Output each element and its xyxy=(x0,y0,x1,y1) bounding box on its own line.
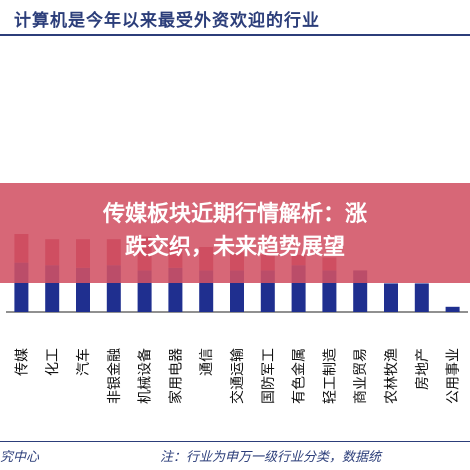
bar-bottom-14 xyxy=(445,306,460,312)
category-label-8: 国防军工 xyxy=(261,348,277,404)
category-label-13: 房地产 xyxy=(415,348,431,390)
page-title: 计算机是今年以来最受外资欢迎的行业 xyxy=(14,11,320,31)
category-label-0: 传媒 xyxy=(14,348,30,376)
headline-banner xyxy=(0,183,470,283)
footer-divider xyxy=(0,441,470,442)
bar-bottom-13 xyxy=(414,283,429,312)
category-label-11: 商业贸易 xyxy=(353,348,369,404)
classification-note: 注：行业为申万一级行业分类，数据统 xyxy=(160,450,382,465)
category-label-1: 化工 xyxy=(45,348,61,376)
headline-line-1: 传媒板块近期行情解析：涨 xyxy=(102,202,367,227)
category-label-12: 农林牧渔 xyxy=(384,348,400,404)
category-labels-group: 传媒 化工 汽车 非银金融 机械设备 家用电器 通信 交通运输 国防军工 有色金属 轻工制造 商业贸易… xyxy=(14,348,461,404)
title-divider xyxy=(0,34,470,36)
headline-line-2: 跌交织，未来趋势展望 xyxy=(124,235,345,260)
category-label-3: 非银金融 xyxy=(107,348,123,404)
category-label-4: 机械设备 xyxy=(137,348,154,404)
source-note: 究中心 xyxy=(0,450,40,465)
category-label-9: 有色金属 xyxy=(291,348,308,404)
category-label-5: 家用电器 xyxy=(167,348,184,404)
category-label-2: 汽车 xyxy=(75,348,92,376)
bar-bottom-12 xyxy=(384,283,398,312)
category-label-14: 公用事业 xyxy=(446,348,462,404)
headline-text[interactable]: 传媒板块近期行情解析：涨 跌交织，未来趋势展望 xyxy=(28,198,442,264)
category-label-10: 轻工制造 xyxy=(322,348,338,404)
category-label-7: 交通运输 xyxy=(229,348,246,404)
category-label-6: 通信 xyxy=(199,348,215,376)
